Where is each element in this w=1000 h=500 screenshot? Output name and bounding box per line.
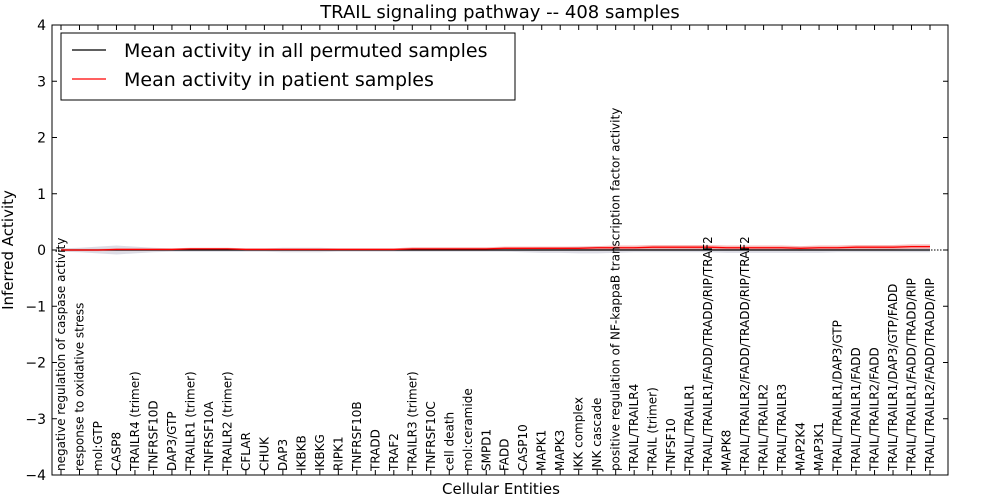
category-label: CASP10 [516, 424, 530, 471]
category-label: TRADD [368, 429, 382, 472]
category-label: TRAILR2 (trimer) [220, 371, 234, 472]
chart-title: TRAIL signaling pathway -- 408 samples [319, 2, 680, 23]
y-tick-label: −4 [25, 468, 46, 484]
category-label: CASP8 [109, 432, 123, 471]
category-label: TRAILR1 (trimer) [183, 371, 197, 472]
category-label: FADD [498, 439, 512, 472]
category-label: positive regulation of NF-kappaB transcr… [609, 108, 623, 471]
category-label: MAPK8 [720, 430, 734, 471]
category-label: TRAIL/TRAILR1/DAP3/GTP/FADD [886, 284, 900, 472]
category-label: TNFRSF10C [424, 401, 438, 472]
category-label: TRAIL/TRAILR3 [775, 384, 789, 472]
category-label: MAPK3 [553, 430, 567, 471]
category-label: TRAILR4 (trimer) [128, 371, 142, 472]
category-label: CHUK [257, 436, 271, 471]
category-label: TNFRSF10D [146, 400, 160, 472]
category-label: CFLAR [239, 432, 253, 471]
category-label: TNFSF10 [664, 418, 678, 472]
category-label: RIPK1 [331, 436, 345, 471]
y-tick-label: 0 [37, 243, 46, 259]
category-label: TRAF2 [387, 433, 401, 472]
category-labels: negative regulation of caspase activity r… [54, 108, 937, 472]
category-label: DAP3/GTP [165, 411, 179, 471]
y-tick-label: −2 [25, 356, 46, 372]
category-label: TNFRSF10A [202, 401, 216, 472]
y-tick-label: −3 [25, 412, 46, 428]
category-label: IKK complex [572, 397, 586, 471]
category-label: mol:ceramide [461, 388, 475, 471]
y-tick-label: 3 [37, 74, 46, 90]
legend-entry-permuted: Mean activity in all permuted samples [124, 40, 487, 62]
y-tick-label: 2 [37, 131, 46, 147]
category-label: TRAIL (trimer) [646, 387, 660, 472]
y-tick-label: 1 [37, 187, 46, 203]
legend-entry-patient: Mean activity in patient samples [124, 69, 434, 91]
legend-box [60, 32, 516, 101]
y-axis-ticks: −4 −3 −2 −1 0 1 2 3 4 [25, 18, 948, 484]
y-tick-label: −1 [25, 299, 46, 315]
category-label: TRAIL/TRAILR1/DAP3/GTP [831, 320, 845, 472]
series-lines [61, 245, 930, 251]
category-label: DAP3 [276, 439, 290, 471]
plot-frame [51, 24, 949, 476]
category-label: TNFRSF10B [350, 401, 364, 472]
patient-mean-line [61, 245, 930, 251]
x-axis-label: Cellular Entities [442, 480, 560, 498]
category-label: TRAIL/TRAILR4 [627, 384, 641, 472]
category-label: TRAIL/TRAILR1/FADD [849, 347, 863, 472]
category-label: TRAIL/TRAILR2 [757, 384, 771, 472]
category-label: IKBKG [313, 434, 327, 471]
category-label: MAPK1 [535, 430, 549, 471]
category-label: TRAIL/TRAILR2/FADD/TRADD/RIP/TRAF2 [738, 236, 752, 472]
category-label: TRAIL/TRAILR1/FADD/TRADD/RIP/TRAF2 [701, 236, 715, 472]
x-axis-ticks [60, 25, 931, 475]
category-label: IKBKB [294, 435, 308, 471]
category-label: cell death [442, 412, 456, 471]
y-tick-label: 4 [37, 18, 46, 34]
category-label: TRAIL/TRAILR1 [683, 384, 697, 472]
category-label: JNK cascade [590, 398, 604, 472]
category-label: SMPD1 [479, 429, 493, 471]
category-label: TRAIL/TRAILR2/FADD [868, 347, 882, 472]
category-label: mol:GTP [91, 421, 105, 471]
category-label: TRAIL/TRAILR1/FADD/TRADD/RIP [905, 278, 919, 472]
category-label: negative regulation of caspase activity [54, 238, 68, 471]
legend: Mean activity in all permuted samples Me… [60, 32, 516, 101]
category-label: MAP3K1 [812, 422, 826, 471]
category-label: TRAIL/TRAILR2/FADD/TRADD/RIP [923, 278, 937, 472]
y-axis-label: Inferred Activity [0, 190, 17, 310]
category-label: response to oxidative stress [72, 303, 86, 471]
category-label: TRAILR3 (trimer) [405, 371, 419, 472]
category-label: MAP2K4 [794, 422, 808, 471]
